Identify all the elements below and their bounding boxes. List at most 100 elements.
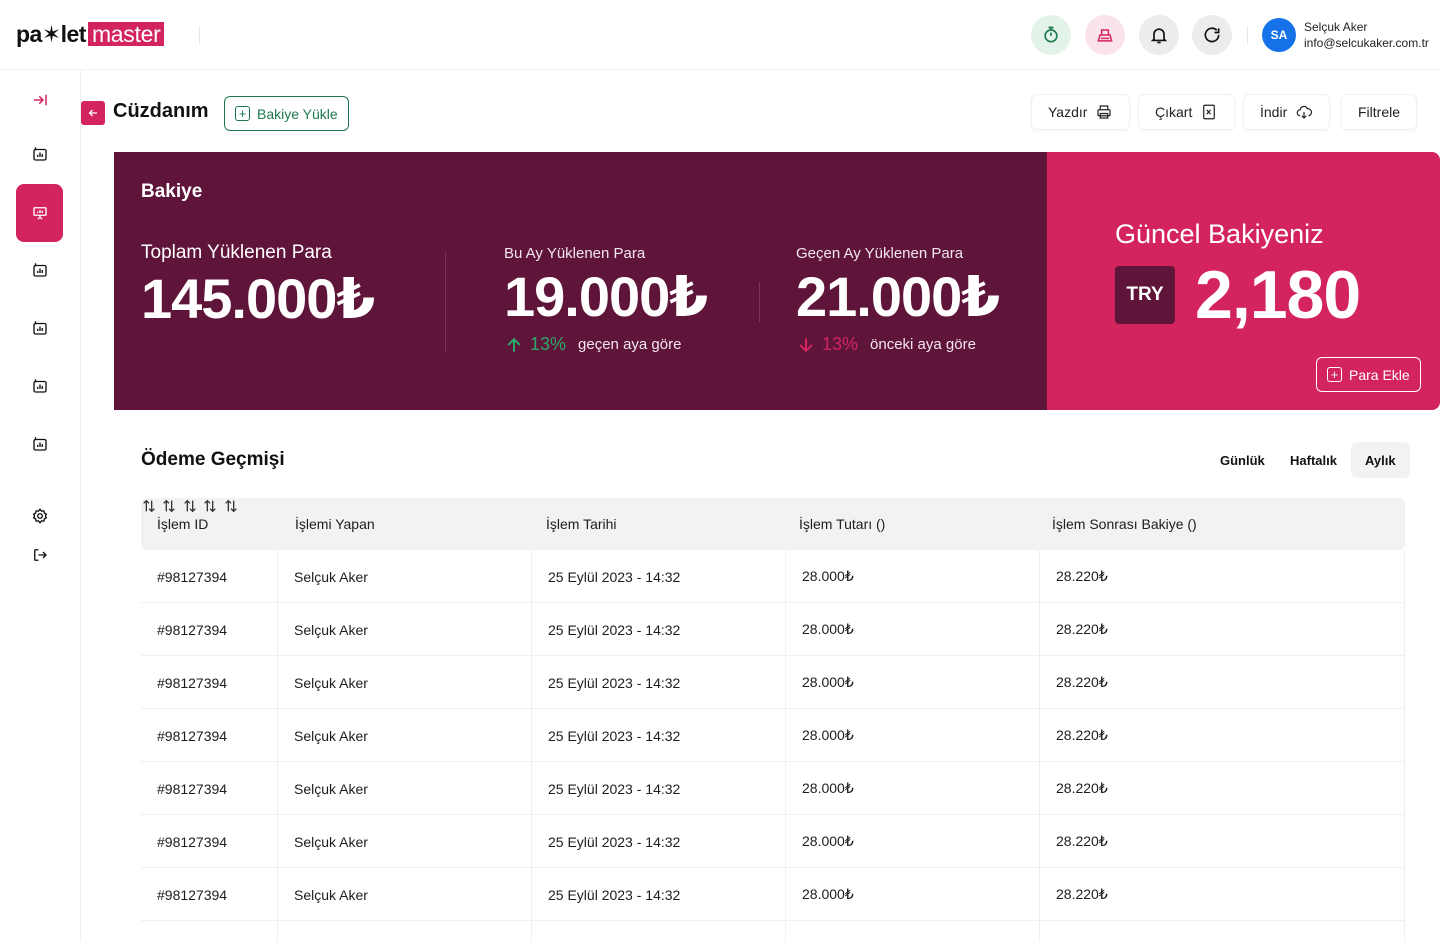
cell-date: 25 Eylül 2023 - 14:32 xyxy=(548,886,681,903)
sort-icon[interactable] xyxy=(141,498,157,514)
this-month-compare: geçen aya göre xyxy=(578,336,682,353)
table-row[interactable]: #98127394 Selçuk Aker 25 Eylül 2023 - 14… xyxy=(141,709,1405,762)
print-button[interactable]: Yazdır xyxy=(1031,94,1131,130)
divider xyxy=(1247,26,1248,44)
column-header-label: İşlem ID xyxy=(157,516,209,532)
avatar: SA xyxy=(1262,18,1296,52)
user-name: Selçuk Aker xyxy=(1304,20,1368,34)
column-divider xyxy=(785,550,786,942)
printer-queue-button[interactable] xyxy=(1085,15,1125,55)
sidebar-item-5[interactable] xyxy=(16,424,63,464)
cell-balance-after: 28.220₺ xyxy=(1056,621,1108,637)
add-money-button[interactable]: + Para Ekle xyxy=(1316,357,1421,392)
column-header-id[interactable]: İşlem ID xyxy=(157,498,208,550)
presentation-icon xyxy=(32,207,47,220)
settings-button[interactable] xyxy=(16,496,63,536)
column-header-date[interactable]: İşlem Tarihi xyxy=(546,498,617,550)
sidebar-collapse-button[interactable] xyxy=(16,80,63,120)
cell-user: Selçuk Aker xyxy=(294,886,368,903)
download-button[interactable]: İndir xyxy=(1243,94,1331,130)
column-header-amount[interactable]: İşlem Tutarı () xyxy=(799,498,885,550)
column-header-label: İşlemi Yapan xyxy=(295,516,375,532)
cell-user: Selçuk Aker xyxy=(294,674,368,691)
cell-balance-after: 28.220₺ xyxy=(1056,568,1108,584)
chart-icon xyxy=(32,321,47,335)
sort-icon[interactable] xyxy=(223,498,239,514)
table-header: İşlem ID İşlemi Yapan İşlem Tarihi İşlem… xyxy=(141,498,1405,550)
timer-button[interactable] xyxy=(1031,15,1071,55)
balance-summary-card: Bakiye Toplam Yüklenen Para 145.000₺ Bu … xyxy=(114,152,1047,410)
current-balance-label: Güncel Bakiyeniz xyxy=(1115,219,1324,249)
divider xyxy=(445,252,446,352)
column-divider xyxy=(1404,550,1405,942)
cell-date: 25 Eylül 2023 - 14:32 xyxy=(548,568,681,585)
cell-id: #98127394 xyxy=(157,833,228,850)
cloud-download-icon xyxy=(1296,105,1313,119)
export-label: Çıkart xyxy=(1155,104,1193,120)
cell-balance-after: 28.220₺ xyxy=(1056,780,1108,796)
cell-date: 25 Eylül 2023 - 14:32 xyxy=(548,621,681,638)
arrow-left-icon xyxy=(88,109,97,117)
cell-date: 25 Eylül 2023 - 14:32 xyxy=(548,674,681,691)
cell-amount: 28.000₺ xyxy=(802,674,854,690)
arrow-down-icon xyxy=(799,337,813,352)
sidebar-item-wallet[interactable] xyxy=(16,184,63,242)
table-row[interactable]: #98127394 Selçuk Aker 25 Eylül 2023 - 14… xyxy=(141,550,1405,603)
tab-monthly[interactable]: Aylık xyxy=(1351,442,1410,478)
sidebar-item-3[interactable] xyxy=(16,308,63,348)
sort-icon[interactable] xyxy=(182,498,198,514)
table-row[interactable]: #98127394 Selçuk Aker 25 Eylül 2023 - 14… xyxy=(141,656,1405,709)
last-month-label: Geçen Ay Yüklenen Para xyxy=(796,245,964,262)
cell-id: #98127394 xyxy=(157,568,228,585)
chart-icon xyxy=(32,379,47,393)
tab-daily[interactable]: Günlük xyxy=(1220,452,1265,468)
current-balance-card: Güncel Bakiyeniz TRY 2,180 + Para Ekle xyxy=(1047,152,1440,410)
chart-icon xyxy=(32,263,47,277)
this-month-change: 13% xyxy=(530,334,567,354)
last-month-value: 21.000₺ xyxy=(796,265,1000,328)
user-menu[interactable]: SA Selçuk Aker info@selcukaker.com.tr xyxy=(1262,18,1429,52)
cell-id: #98127394 xyxy=(157,886,228,903)
sort-icon[interactable] xyxy=(202,498,218,514)
print-label: Yazdır xyxy=(1048,104,1088,120)
notifications-button[interactable] xyxy=(1139,15,1179,55)
last-month-stat: Geçen Ay Yüklenen Para 21.000₺ 13% öncek… xyxy=(796,245,1000,355)
column-header-balance-after[interactable]: İşlem Sonrası Bakiye () xyxy=(1052,498,1197,550)
sort-icon[interactable] xyxy=(161,498,177,514)
cell-id: #98127394 xyxy=(157,727,228,744)
logout-icon xyxy=(33,549,47,561)
excel-icon xyxy=(1203,104,1216,120)
sidebar xyxy=(0,70,81,942)
gear-icon xyxy=(32,508,47,524)
load-balance-label: Bakiye Yükle xyxy=(257,105,338,122)
logout-button[interactable] xyxy=(16,535,63,575)
column-divider xyxy=(277,550,278,942)
filter-button[interactable]: Filtrele xyxy=(1341,94,1418,130)
load-balance-button[interactable]: + Bakiye Yükle xyxy=(224,96,349,131)
main-content: Cüzdanım + Bakiye Yükle Yazdır Çıkart İn… xyxy=(81,70,1440,942)
divider xyxy=(759,282,760,322)
sidebar-item-4[interactable] xyxy=(16,366,63,406)
export-button[interactable]: Çıkart xyxy=(1138,94,1236,130)
sidebar-item-2[interactable] xyxy=(16,250,63,290)
cell-user: Selçuk Aker xyxy=(294,780,368,797)
cell-user: Selçuk Aker xyxy=(294,621,368,638)
tab-weekly[interactable]: Haftalık xyxy=(1290,452,1337,468)
table-row[interactable]: #98127394 Selçuk Aker 25 Eylül 2023 - 14… xyxy=(141,762,1405,815)
cell-user: Selçuk Aker xyxy=(294,833,368,850)
cell-id: #98127394 xyxy=(157,780,228,797)
sidebar-item-1[interactable] xyxy=(16,134,63,174)
chart-icon xyxy=(32,147,47,161)
cell-balance-after: 28.220₺ xyxy=(1056,833,1108,849)
cell-amount: 28.000₺ xyxy=(802,727,854,743)
table-row[interactable]: #98127394 Selçuk Aker 25 Eylül 2023 - 14… xyxy=(141,603,1405,656)
brand-logo[interactable]: pa✶let master xyxy=(16,21,165,47)
cell-balance-after: 28.220₺ xyxy=(1056,674,1108,690)
cell-amount: 28.000₺ xyxy=(802,833,854,849)
refresh-button[interactable] xyxy=(1192,15,1232,55)
column-header-user[interactable]: İşlemi Yapan xyxy=(295,498,375,550)
table-row[interactable]: #98127394 Selçuk Aker 25 Eylül 2023 - 14… xyxy=(141,868,1405,921)
cell-user: Selçuk Aker xyxy=(294,568,368,585)
back-button[interactable] xyxy=(81,101,105,125)
table-row[interactable]: #98127394 Selçuk Aker 25 Eylül 2023 - 14… xyxy=(141,815,1405,868)
